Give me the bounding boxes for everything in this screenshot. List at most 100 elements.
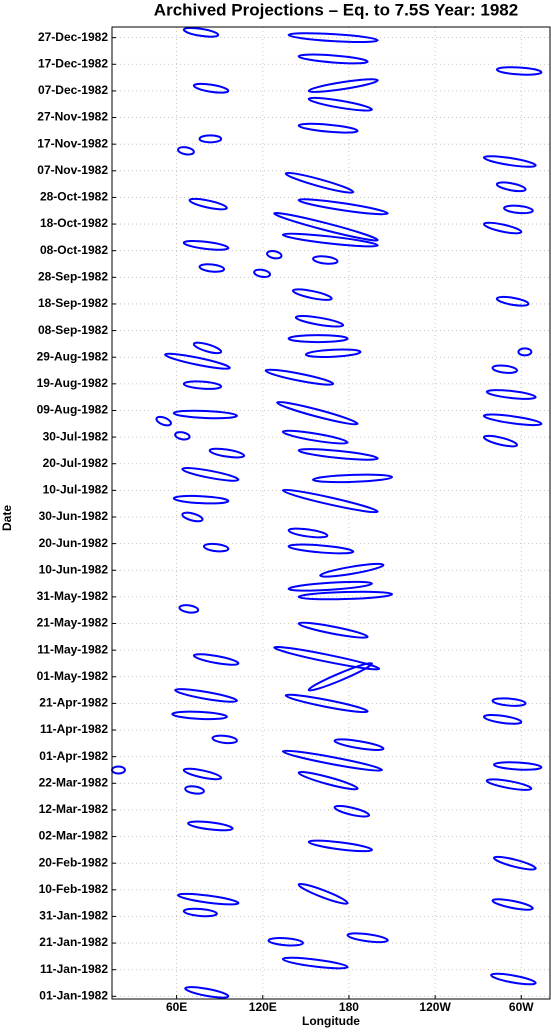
contour bbox=[304, 348, 362, 358]
y-tick-label: 11-Apr-1982 bbox=[40, 722, 108, 736]
y-tick-label: 31-Jan-1982 bbox=[39, 909, 108, 923]
y-tick-label: 10-Feb-1982 bbox=[39, 882, 109, 896]
contour bbox=[273, 211, 379, 242]
contour bbox=[182, 767, 223, 781]
contour bbox=[281, 749, 383, 772]
contour bbox=[485, 778, 533, 791]
contour bbox=[266, 249, 283, 260]
contour bbox=[346, 932, 389, 944]
y-tick-label: 22-Mar-1982 bbox=[39, 775, 109, 789]
contour bbox=[297, 448, 379, 461]
y-tick-label: 21-Jan-1982 bbox=[39, 935, 108, 949]
contour bbox=[312, 473, 394, 484]
contour bbox=[202, 542, 230, 553]
contour bbox=[198, 263, 226, 273]
contour bbox=[312, 255, 339, 265]
x-tick-label: 180 bbox=[339, 1000, 359, 1014]
contour bbox=[294, 314, 345, 328]
x-tick-label: 60E bbox=[166, 1000, 187, 1014]
contour bbox=[281, 488, 379, 514]
contour bbox=[517, 347, 533, 357]
x-tick-label: 120E bbox=[249, 1000, 277, 1014]
y-tick-label: 18-Oct-1982 bbox=[40, 216, 108, 230]
y-tick-label: 07-Nov-1982 bbox=[37, 163, 108, 177]
contour bbox=[482, 221, 523, 235]
contour bbox=[495, 295, 530, 307]
contour bbox=[281, 429, 349, 445]
contour bbox=[174, 431, 191, 441]
contour bbox=[307, 96, 373, 112]
contour bbox=[182, 26, 220, 38]
contour bbox=[482, 434, 518, 448]
y-tick-label: 31-May-1982 bbox=[37, 589, 109, 603]
contour bbox=[174, 688, 238, 703]
contour bbox=[284, 171, 355, 194]
contour bbox=[297, 53, 369, 65]
y-tick-label: 20-Jul-1982 bbox=[43, 456, 109, 470]
y-tick-label: 11-Jan-1982 bbox=[40, 962, 108, 976]
contour bbox=[297, 198, 389, 216]
contour bbox=[297, 621, 369, 639]
y-tick-label: 09-Aug-1982 bbox=[37, 403, 109, 417]
contour bbox=[297, 122, 359, 134]
contour bbox=[253, 268, 271, 279]
contour bbox=[192, 82, 230, 94]
y-tick-label: 18-Sep-1982 bbox=[38, 296, 108, 310]
contour bbox=[482, 714, 523, 725]
y-tick-label: 01-Apr-1982 bbox=[39, 749, 108, 763]
plot-frame bbox=[111, 26, 551, 1000]
y-tick-label: 12-Mar-1982 bbox=[39, 802, 109, 816]
y-tick-label: 11-May-1982 bbox=[37, 642, 108, 656]
contour bbox=[182, 907, 218, 918]
y-tick-label: 27-Nov-1982 bbox=[37, 110, 108, 124]
contour bbox=[307, 78, 379, 93]
y-tick-label: 28-Oct-1982 bbox=[40, 190, 108, 204]
contour bbox=[492, 855, 537, 871]
y-tick-label: 01-Jan-1982 bbox=[39, 989, 108, 1003]
contour bbox=[172, 409, 238, 420]
y-tick-label: 08-Oct-1982 bbox=[40, 243, 108, 257]
contour bbox=[490, 972, 537, 986]
contour bbox=[287, 543, 355, 555]
y-tick-label: 29-Aug-1982 bbox=[37, 349, 109, 363]
x-tick-label: 60W bbox=[509, 1000, 534, 1014]
contour bbox=[287, 527, 329, 539]
y-tick-label: 08-Sep-1982 bbox=[38, 323, 108, 337]
contour bbox=[264, 368, 335, 386]
contour bbox=[281, 956, 349, 970]
contour bbox=[192, 341, 223, 355]
contour bbox=[287, 32, 379, 44]
y-tick-label: 17-Dec-1982 bbox=[38, 56, 108, 70]
contour bbox=[281, 232, 379, 248]
contour bbox=[287, 334, 349, 344]
contour bbox=[182, 239, 230, 251]
y-tick-label: 02-Mar-1982 bbox=[39, 829, 109, 843]
contour bbox=[273, 645, 381, 671]
y-tick-label: 20-Jun-1982 bbox=[39, 536, 109, 550]
contour bbox=[178, 604, 200, 614]
contour bbox=[182, 380, 223, 390]
y-tick-label: 27-Dec-1982 bbox=[38, 30, 108, 44]
contour bbox=[297, 590, 394, 601]
contour bbox=[495, 66, 543, 76]
contour bbox=[284, 693, 369, 714]
y-tick-label: 30-Jun-1982 bbox=[39, 509, 109, 523]
y-tick-label: 01-May-1982 bbox=[37, 669, 109, 683]
contour bbox=[184, 785, 205, 795]
contour bbox=[181, 511, 204, 523]
contour bbox=[177, 146, 195, 156]
contour bbox=[188, 197, 228, 211]
contour bbox=[276, 400, 359, 426]
contour bbox=[164, 352, 231, 370]
contour bbox=[172, 494, 230, 505]
y-tick-label: 17-Nov-1982 bbox=[37, 136, 108, 150]
contour bbox=[333, 805, 371, 818]
contour bbox=[333, 738, 385, 751]
y-tick-label: 21-Apr-1982 bbox=[39, 696, 108, 710]
contour bbox=[491, 697, 527, 707]
contour bbox=[482, 413, 543, 427]
contour bbox=[491, 898, 534, 911]
y-tick-label: 10-Jun-1982 bbox=[39, 562, 109, 576]
contour bbox=[208, 447, 246, 459]
